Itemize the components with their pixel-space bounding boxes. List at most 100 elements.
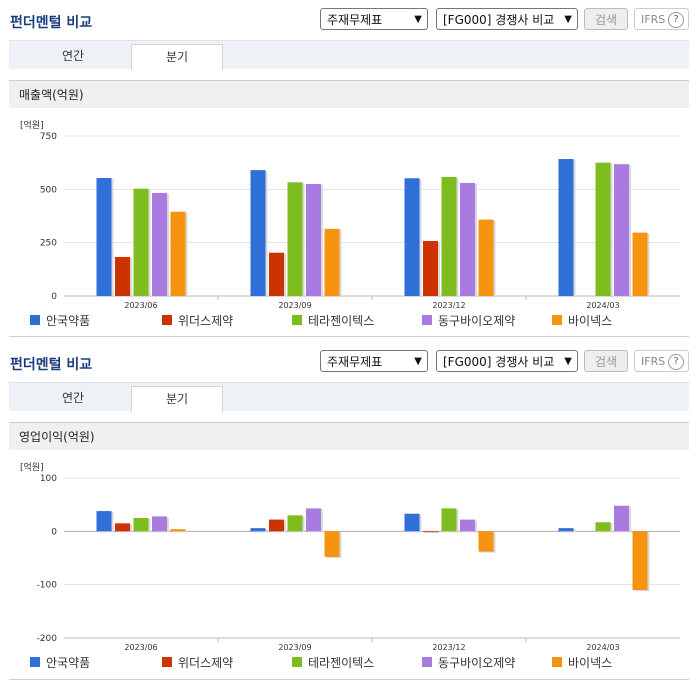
ifrs-label: IFRS bbox=[641, 355, 666, 368]
legend-label: 동구바이오제약 bbox=[438, 656, 516, 670]
x-tick-label: 2023/09 bbox=[278, 301, 311, 310]
bar bbox=[460, 519, 475, 532]
tab-annual[interactable]: 연간 bbox=[61, 49, 85, 63]
y-tick-label: 500 bbox=[40, 185, 57, 195]
statement-select-value: 주재무제표 bbox=[327, 13, 383, 27]
divider bbox=[9, 336, 689, 337]
legend-swatch bbox=[292, 315, 302, 325]
bar bbox=[558, 528, 574, 532]
bar bbox=[460, 182, 475, 296]
bar bbox=[595, 522, 611, 532]
bar bbox=[404, 178, 420, 296]
section-title: 매출액(억원) bbox=[9, 80, 689, 108]
x-tick-label: 2023/12 bbox=[432, 301, 465, 310]
legend: 안국약품 위더스제약 테라젠이텍스 동구바이오제약 바이넥스 bbox=[30, 313, 670, 329]
x-tick-label: 2024/03 bbox=[586, 643, 619, 652]
bar bbox=[595, 162, 611, 296]
search-button[interactable]: 검색 bbox=[584, 350, 628, 372]
panel-title: 펀더멘털 비교 bbox=[10, 357, 93, 373]
divider bbox=[9, 679, 689, 680]
bar bbox=[96, 178, 112, 296]
unit-label: [억원] bbox=[20, 121, 44, 131]
legend-label: 안국약품 bbox=[46, 656, 91, 670]
peer-select-value: [FG000] 경쟁사 비교 bbox=[443, 355, 555, 369]
chevron-down-icon: ▼ bbox=[414, 14, 422, 25]
section-title: 영업이익(억원) bbox=[9, 422, 689, 450]
panel-header: 펀더멘털 비교 주재무제표 ▼ [FG000] 경쟁사 비교 ▼ 검색 IFRS? bbox=[0, 0, 696, 40]
bar bbox=[250, 528, 266, 532]
bar bbox=[423, 531, 438, 533]
bar bbox=[324, 228, 340, 296]
x-tick-label: 2024/03 bbox=[586, 301, 619, 310]
bar bbox=[614, 505, 629, 532]
bar bbox=[287, 515, 303, 532]
bar bbox=[152, 192, 167, 296]
legend-label: 바이넥스 bbox=[568, 656, 613, 670]
panel-title: 펀더멘털 비교 bbox=[10, 15, 93, 31]
ifrs-button[interactable]: IFRS? bbox=[634, 350, 689, 372]
legend-swatch bbox=[30, 657, 40, 667]
period-tabs: 연간 분기 bbox=[9, 40, 689, 70]
legend-swatch bbox=[162, 315, 172, 325]
bar bbox=[115, 256, 130, 296]
chevron-down-icon: ▼ bbox=[564, 14, 572, 25]
bar-shadow bbox=[425, 532, 440, 534]
x-tick-label: 2023/06 bbox=[124, 301, 157, 310]
bar bbox=[250, 170, 266, 296]
period-tabs: 연간 분기 bbox=[9, 382, 689, 412]
legend-label: 테라젠이텍스 bbox=[308, 314, 375, 328]
legend-label: 안국약품 bbox=[46, 314, 91, 328]
legend-swatch bbox=[422, 315, 432, 325]
bar bbox=[404, 513, 420, 532]
ifrs-button[interactable]: IFRS? bbox=[634, 8, 689, 30]
bar bbox=[170, 211, 186, 296]
bar bbox=[632, 531, 648, 590]
bar bbox=[269, 252, 284, 296]
help-icon[interactable]: ? bbox=[668, 12, 684, 28]
search-button[interactable]: 검색 bbox=[584, 8, 628, 30]
statement-select[interactable]: 주재무제표 ▼ bbox=[320, 8, 428, 30]
bar bbox=[441, 176, 457, 296]
bar bbox=[306, 508, 321, 532]
bar bbox=[96, 511, 112, 532]
legend-swatch bbox=[30, 315, 40, 325]
legend-swatch bbox=[292, 657, 302, 667]
y-tick-label: -100 bbox=[37, 581, 58, 591]
legend-label: 테라젠이텍스 bbox=[308, 656, 375, 670]
bar bbox=[632, 232, 648, 296]
legend-swatch bbox=[552, 315, 562, 325]
bar bbox=[133, 518, 149, 532]
tab-annual[interactable]: 연간 bbox=[61, 391, 85, 405]
tab-quarterly[interactable]: 분기 bbox=[131, 386, 223, 412]
chevron-down-icon: ▼ bbox=[564, 356, 572, 367]
legend-label: 동구바이오제약 bbox=[438, 314, 516, 328]
legend-swatch bbox=[552, 657, 562, 667]
legend-swatch bbox=[422, 657, 432, 667]
sales-panel: 펀더멘털 비교 주재무제표 ▼ [FG000] 경쟁사 비교 ▼ 검색 IFRS? … bbox=[0, 0, 696, 340]
bar bbox=[478, 531, 494, 552]
legend-swatch bbox=[162, 657, 172, 667]
operating-profit-panel: 펀더멘털 비교 주재무제표 ▼ [FG000] 경쟁사 비교 ▼ 검색 IFRS? … bbox=[0, 342, 696, 684]
bar bbox=[170, 529, 186, 532]
y-tick-label: 0 bbox=[51, 527, 57, 537]
bar bbox=[306, 184, 321, 296]
bar bbox=[478, 219, 494, 296]
legend: 안국약품 위더스제약 테라젠이텍스 동구바이오제약 바이넥스 bbox=[30, 655, 670, 671]
legend-label: 위더스제약 bbox=[178, 314, 234, 328]
peer-select[interactable]: [FG000] 경쟁사 비교 ▼ bbox=[436, 350, 578, 372]
bar bbox=[441, 508, 457, 532]
statement-select[interactable]: 주재무제표 ▼ bbox=[320, 350, 428, 372]
bar bbox=[614, 164, 629, 296]
x-tick-label: 2023/09 bbox=[278, 643, 311, 652]
y-tick-label: 100 bbox=[40, 474, 57, 484]
bar bbox=[423, 240, 438, 296]
help-icon[interactable]: ? bbox=[668, 354, 684, 370]
y-tick-label: -200 bbox=[37, 634, 58, 644]
y-tick-label: 750 bbox=[40, 132, 57, 142]
tab-quarterly[interactable]: 분기 bbox=[131, 44, 223, 70]
peer-select[interactable]: [FG000] 경쟁사 비교 ▼ bbox=[436, 8, 578, 30]
legend-label: 바이넥스 bbox=[568, 314, 613, 328]
bar bbox=[152, 516, 167, 532]
panel-header: 펀더멘털 비교 주재무제표 ▼ [FG000] 경쟁사 비교 ▼ 검색 IFRS? bbox=[0, 342, 696, 382]
ifrs-label: IFRS bbox=[641, 13, 666, 26]
